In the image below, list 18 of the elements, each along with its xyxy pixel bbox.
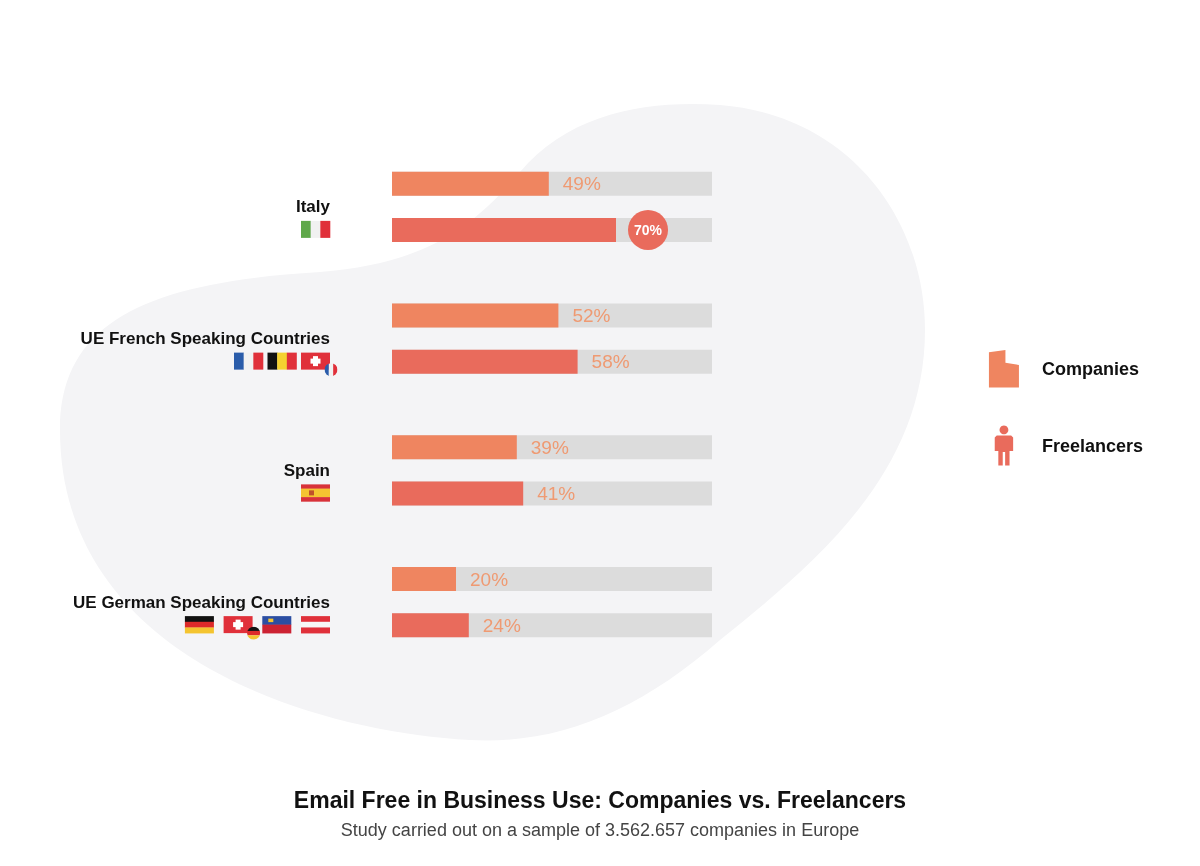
data-label: 24% xyxy=(482,614,521,636)
data-label: 41% xyxy=(537,482,576,504)
legend-label: Freelancers xyxy=(1041,435,1144,456)
bar xyxy=(392,567,456,592)
data-label: 49% xyxy=(562,173,601,195)
y-tick-label: Spain xyxy=(283,460,330,480)
bar xyxy=(392,613,469,638)
y-tick-label: UE German Speaking Countries xyxy=(73,592,330,612)
legend-label: Companies xyxy=(1041,358,1139,379)
y-tick-label: Italy xyxy=(295,197,331,217)
data-label: 70% xyxy=(634,221,663,238)
text: Email Free in Business Use: Companies vs. Freelancers xyxy=(293,786,907,813)
data-label: 52% xyxy=(572,305,611,327)
data-label: 20% xyxy=(470,568,509,590)
y-tick-label: UE French Speaking Countries xyxy=(80,329,330,349)
data-label: 39% xyxy=(530,436,569,458)
data-label: 58% xyxy=(591,351,630,373)
text: Study carried out on a sample of 3.562.657 companies in Europe xyxy=(340,820,860,840)
